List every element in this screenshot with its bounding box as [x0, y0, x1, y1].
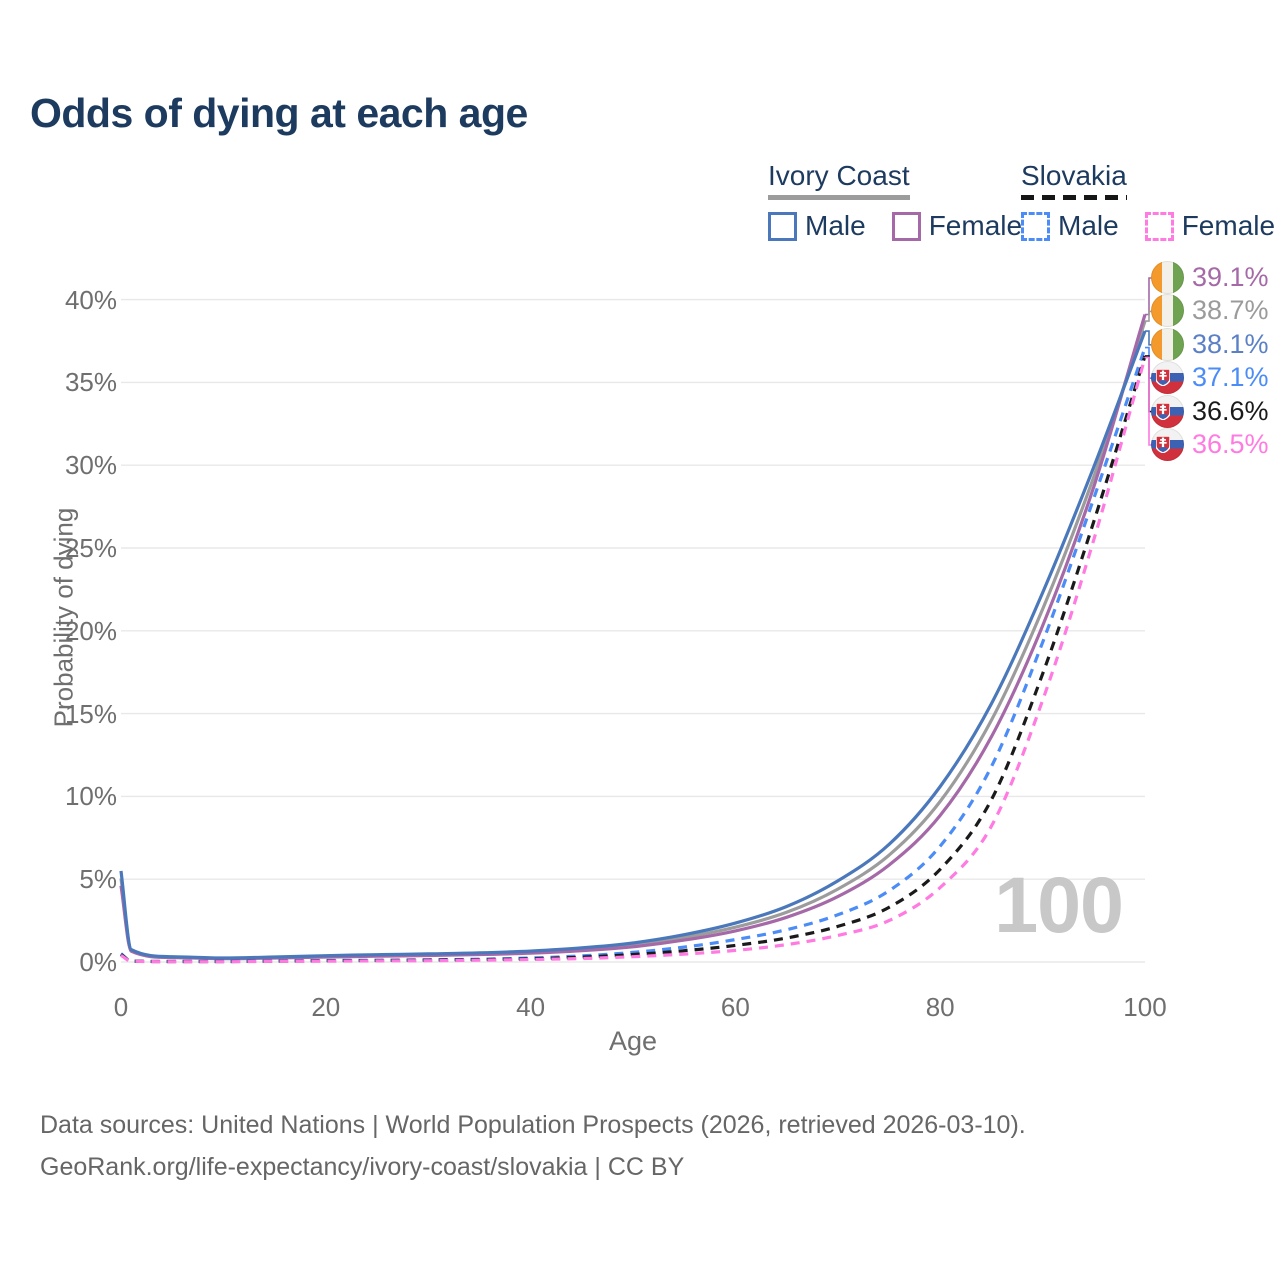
end-value-slovakia-male: 37.1%	[1192, 362, 1269, 393]
legend-swatch-ivory-coast-female	[891, 211, 921, 241]
y-tick-label-5%: 5%	[79, 864, 117, 895]
x-tick-label-100: 100	[1123, 992, 1167, 1022]
end-label-slovakia-female: 36.5%	[1151, 428, 1269, 461]
end-label-slovakia-both-sexes: 36.6%	[1151, 394, 1269, 428]
y-tick-label-35%: 35%	[64, 367, 117, 398]
footer-attribution-line: GeoRank.org/life-expectancy/ivory-coast/…	[40, 1153, 685, 1181]
legend-item-slovakia-male[interactable]: Male	[1021, 210, 1119, 242]
ivory-coast-flag-icon	[1151, 261, 1184, 294]
legend-label-ivory-coast-female: Female	[928, 210, 1023, 241]
legend-country-ivory-coast: Ivory Coast	[768, 160, 910, 191]
y-tick-label-10%: 10%	[64, 781, 117, 812]
x-tick-label-60: 60	[720, 992, 750, 1022]
y-axis-title: Probability of dying	[48, 507, 79, 728]
end-label-slovakia-male: 37.1%	[1151, 361, 1269, 395]
legend-linestyle-dashed-sample	[1021, 195, 1127, 200]
legend-label-slovakia-female: Female	[1181, 210, 1276, 241]
end-value-slovakia-both-sexes: 36.6%	[1192, 395, 1269, 426]
end-value-ivory-coast-female: 39.1%	[1192, 262, 1269, 292]
end-value-ivory-coast-male: 38.1%	[1192, 328, 1269, 359]
end-label-ivory-coast-female: 39.1%	[1151, 261, 1269, 294]
end-label-ivory-coast-both-sexes: 38.7%	[1151, 294, 1269, 328]
ivory-coast-flag-icon	[1151, 294, 1184, 328]
y-tick-label-40%: 40%	[64, 284, 117, 315]
legend-country-slovakia: Slovakia	[1021, 160, 1127, 191]
ivory-coast-flag-icon	[1151, 327, 1184, 361]
slovakia-flag-icon	[1151, 361, 1184, 395]
legend-item-slovakia-female[interactable]: Female	[1144, 210, 1276, 242]
x-tick-label-0: 0	[113, 992, 129, 1022]
slovakia-flag-icon	[1151, 394, 1184, 428]
y-tick-label-25%: 25%	[64, 533, 117, 563]
series-line-ivory-coast-female	[119, 314, 1147, 961]
legend-label-ivory-coast-male: Male	[805, 210, 866, 241]
footer: Data sources: United Nations | World Pop…	[40, 1104, 1026, 1188]
page-title: Odds of dying at each age	[30, 90, 528, 136]
y-tick-label-15%: 15%	[64, 698, 117, 729]
legend-item-ivory-coast-male[interactable]: Male	[768, 210, 866, 242]
legend-swatch-slovakia-female	[1144, 211, 1174, 241]
series-line-ivory-coast-male	[119, 330, 1147, 960]
legend-group-slovakia: Slovakia Male Female	[1021, 161, 1275, 242]
end-value-ivory-coast-both-sexes: 38.7%	[1192, 295, 1269, 326]
y-tick-label-20%: 20%	[64, 615, 117, 646]
end-value-slovakia-female: 36.5%	[1192, 429, 1269, 459]
x-tick-label-20: 20	[311, 992, 341, 1022]
age-indicator-watermark: 100	[994, 860, 1124, 949]
legend-group-ivory-coast: Ivory Coast Male Female	[768, 161, 1022, 242]
slovakia-flag-icon	[1151, 428, 1184, 461]
legend-swatch-ivory-coast-male	[768, 211, 797, 241]
x-tick-label-40: 40	[516, 992, 546, 1022]
legend-item-ivory-coast-female[interactable]: Female	[891, 210, 1023, 242]
y-tick-label-30%: 30%	[64, 450, 117, 481]
legend-swatch-slovakia-male	[1021, 211, 1050, 241]
series-line-slovakia-female	[120, 357, 1147, 964]
legend-label-slovakia-male: Male	[1058, 210, 1119, 241]
y-tick-label-0%: 0%	[79, 947, 117, 977]
footer-sources-line: Data sources: United Nations | World Pop…	[40, 1111, 1026, 1139]
end-label-ivory-coast-male: 38.1%	[1151, 327, 1269, 361]
series-line-ivory-coast-both-sexes	[119, 320, 1147, 960]
x-tick-label-80: 80	[925, 992, 955, 1022]
x-axis-title: Age	[608, 1026, 658, 1056]
legend-linestyle-solid-sample	[768, 195, 910, 200]
